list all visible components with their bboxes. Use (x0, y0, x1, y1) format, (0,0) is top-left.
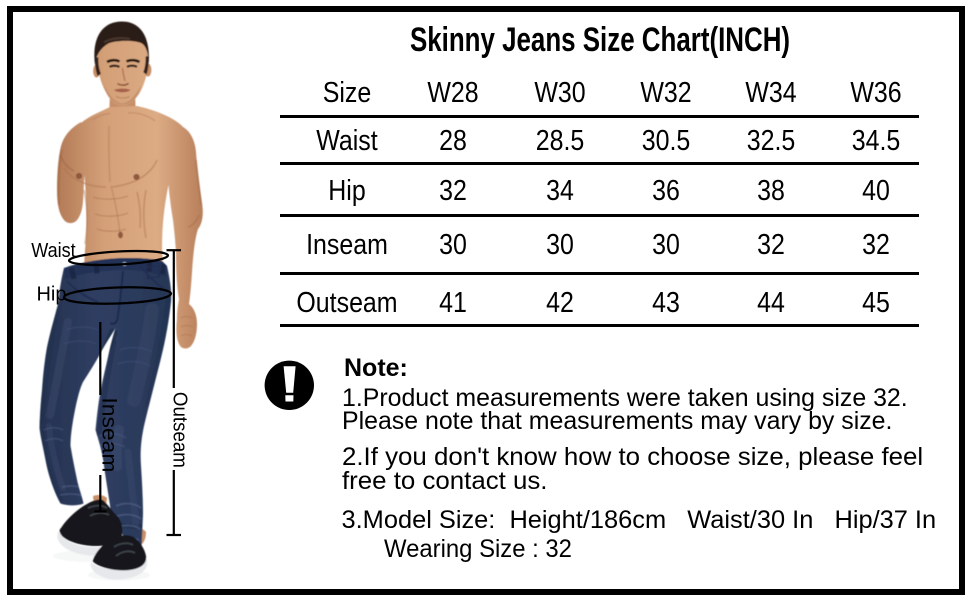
svg-text:Waist: Waist (31, 240, 76, 262)
svg-text:Inseam: Inseam (98, 397, 121, 472)
svg-text:Hip: Hip (37, 284, 67, 306)
svg-text:Outseam: Outseam (168, 392, 190, 468)
